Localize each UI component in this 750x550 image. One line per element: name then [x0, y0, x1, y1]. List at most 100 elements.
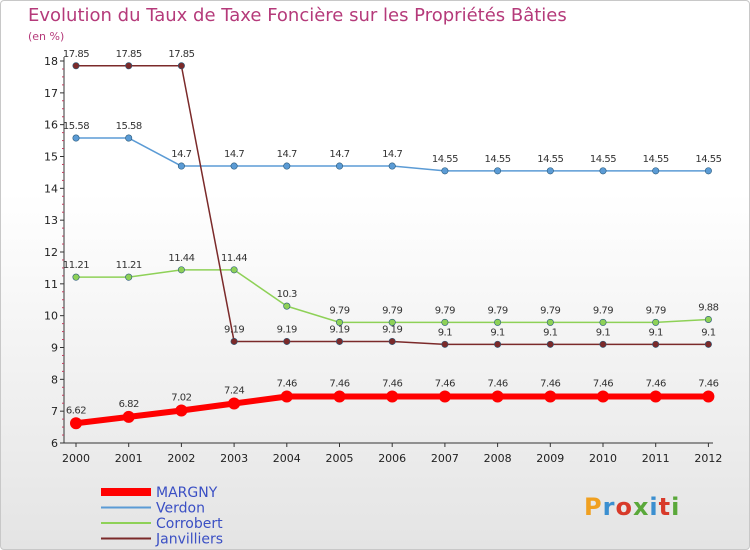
x-tick-label: 2006: [378, 452, 406, 465]
data-label-margny: 7.46: [698, 379, 718, 390]
data-label-janvilliers: 9.19: [224, 324, 244, 335]
data-point-janvilliers: [441, 340, 449, 348]
data-point-corrobert: [177, 266, 185, 274]
data-label-verdon: 14.7: [277, 149, 297, 160]
data-point-margny: [175, 404, 188, 417]
data-label-corrobert: 11.21: [63, 260, 89, 271]
data-point-margny: [491, 390, 504, 403]
data-point-janvilliers: [599, 340, 607, 348]
x-tick-label: 2012: [694, 452, 722, 465]
data-point-verdon: [388, 162, 396, 170]
data-label-verdon: 14.7: [224, 149, 244, 160]
series-line-janvilliers: [76, 65, 709, 346]
data-label-margny: 7.46: [487, 379, 507, 390]
data-label-margny: 7.24: [224, 386, 244, 397]
data-point-corrobert: [335, 318, 343, 326]
data-point-margny: [438, 390, 451, 403]
data-point-janvilliers: [283, 337, 291, 345]
x-tick-label: 2011: [642, 452, 670, 465]
data-label-janvilliers: 9.1: [648, 327, 663, 338]
x-tick-label: 2000: [62, 452, 90, 465]
y-tick-label: 11: [44, 278, 58, 291]
data-point-verdon: [72, 134, 80, 142]
y-tick-label: 17: [44, 87, 58, 100]
y-tick-label: 8: [51, 373, 58, 386]
y-tick-label: 6: [51, 437, 58, 450]
data-point-corrobert: [441, 318, 449, 326]
data-label-verdon: 14.55: [643, 154, 669, 165]
data-label-corrobert: 9.79: [435, 305, 455, 316]
data-label-corrobert: 11.44: [168, 253, 194, 264]
data-point-janvilliers: [72, 62, 80, 70]
data-label-margny: 7.46: [646, 379, 666, 390]
x-tick-label: 2007: [431, 452, 459, 465]
data-label-verdon: 14.55: [537, 154, 563, 165]
data-label-janvilliers: 9.1: [543, 327, 558, 338]
data-point-verdon: [230, 162, 238, 170]
data-point-verdon: [494, 167, 502, 175]
data-label-margny: 7.46: [277, 379, 297, 390]
data-label-corrobert: 10.3: [277, 289, 297, 300]
data-point-janvilliers: [230, 337, 238, 345]
data-point-janvilliers: [494, 340, 502, 348]
data-label-verdon: 14.55: [432, 154, 458, 165]
data-label-margny: 7.46: [382, 379, 402, 390]
y-tick-label: 16: [44, 119, 58, 132]
data-point-janvilliers: [704, 340, 712, 348]
data-label-margny: 7.02: [171, 393, 191, 404]
data-label-verdon: 14.55: [590, 154, 616, 165]
data-label-margny: 7.46: [540, 379, 560, 390]
data-point-verdon: [652, 167, 660, 175]
data-label-margny: 6.62: [66, 405, 86, 416]
data-point-corrobert: [230, 266, 238, 274]
data-point-margny: [702, 390, 715, 403]
data-label-margny: 7.46: [329, 379, 349, 390]
data-label-janvilliers: 17.85: [168, 49, 194, 60]
data-label-janvilliers: 9.1: [490, 327, 505, 338]
data-point-verdon: [283, 162, 291, 170]
y-tick-label: 7: [51, 405, 58, 418]
data-label-corrobert: 9.79: [540, 305, 560, 316]
y-tick-label: 9: [51, 342, 58, 355]
logo-letter: x: [632, 493, 650, 521]
data-label-corrobert: 11.44: [221, 253, 247, 264]
data-point-janvilliers: [177, 62, 185, 70]
data-label-corrobert: 9.79: [487, 305, 507, 316]
data-point-margny: [228, 397, 241, 410]
logo-letter: t: [658, 493, 672, 521]
y-tick-label: 15: [44, 151, 58, 164]
data-label-janvilliers: 9.19: [382, 324, 402, 335]
x-tick-label: 2005: [326, 452, 354, 465]
data-point-verdon: [546, 167, 554, 175]
x-tick-label: 2009: [536, 452, 564, 465]
data-point-corrobert: [599, 318, 607, 326]
data-point-verdon: [599, 167, 607, 175]
data-point-margny: [649, 390, 662, 403]
legend-label-verdon: Verdon: [156, 501, 205, 517]
data-label-verdon: 14.7: [171, 149, 191, 160]
data-point-corrobert: [388, 318, 396, 326]
data-label-corrobert: 11.21: [116, 260, 142, 271]
x-tick-label: 2008: [484, 452, 512, 465]
data-label-margny: 6.82: [119, 399, 139, 410]
data-label-janvilliers: 9.19: [277, 324, 297, 335]
data-label-corrobert: 9.79: [329, 305, 349, 316]
data-point-corrobert: [125, 273, 133, 281]
data-label-janvilliers: 17.85: [63, 49, 89, 60]
data-point-verdon: [441, 167, 449, 175]
data-point-margny: [597, 390, 609, 403]
data-label-margny: 7.46: [593, 379, 613, 390]
data-label-corrobert: 9.79: [593, 305, 613, 316]
data-point-corrobert: [72, 273, 80, 281]
data-point-margny: [386, 390, 399, 403]
data-point-margny: [122, 410, 135, 423]
y-tick-label: 14: [44, 182, 58, 195]
data-label-janvilliers: 17.85: [116, 49, 142, 60]
x-tick-label: 2003: [220, 452, 248, 465]
data-point-janvilliers: [546, 340, 554, 348]
data-point-verdon: [335, 162, 343, 170]
data-point-margny: [280, 390, 293, 403]
logo-letter: o: [615, 493, 633, 521]
logo-letter: i: [649, 493, 659, 521]
